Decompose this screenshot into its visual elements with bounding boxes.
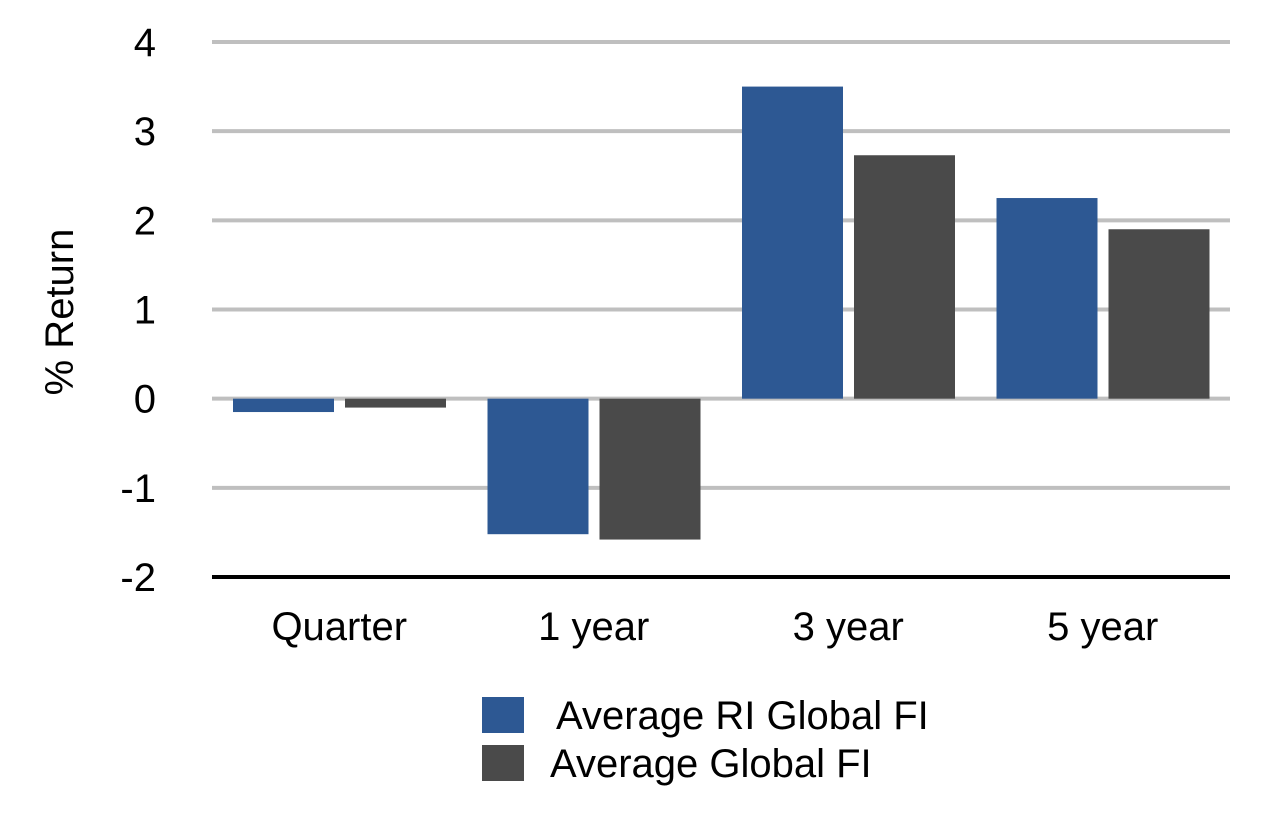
x-tick-label: 1 year xyxy=(538,605,649,649)
legend-label: Average RI Global FI xyxy=(556,694,929,738)
legend-label: Average Global FI xyxy=(550,742,872,786)
bar-ri-global-fi-2 xyxy=(742,86,843,399)
legend-swatch xyxy=(482,745,524,781)
y-tick-label: 3 xyxy=(134,110,156,154)
bar-ri-global-fi-3 xyxy=(996,198,1098,399)
legend-swatch xyxy=(482,697,524,733)
x-tick-label: Quarter xyxy=(271,605,407,649)
bar-global-fi-3 xyxy=(1108,229,1210,399)
y-tick-label: 1 xyxy=(134,289,156,333)
bar-global-fi-2 xyxy=(854,155,955,399)
y-tick-label: 4 xyxy=(134,21,156,65)
x-tick-label: 5 year xyxy=(1047,605,1158,649)
bars xyxy=(233,86,1210,540)
bar-global-fi-1 xyxy=(599,398,701,540)
bar-ri-global-fi-1 xyxy=(487,398,589,535)
bar-ri-global-fi-0 xyxy=(233,398,334,413)
bar-global-fi-0 xyxy=(345,398,446,408)
x-tick-labels: Quarter 1 year 3 year 5 year xyxy=(271,605,1158,649)
y-tick-label: -2 xyxy=(120,556,156,600)
y-tick-labels: 4 3 2 1 0 -1 -2 xyxy=(120,21,156,600)
y-tick-label: -1 xyxy=(120,467,156,511)
y-tick-label: 2 xyxy=(134,199,156,243)
y-tick-label: 0 xyxy=(134,378,156,422)
x-tick-label: 3 year xyxy=(793,605,904,649)
y-axis-label: % Return xyxy=(38,229,82,396)
